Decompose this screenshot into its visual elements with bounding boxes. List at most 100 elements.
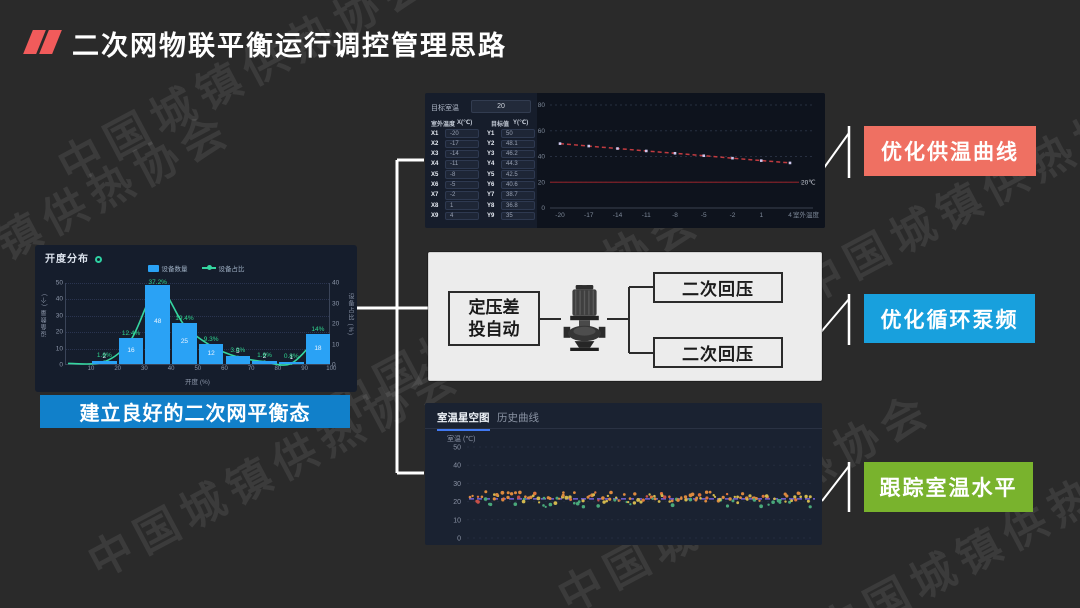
scatter-point bbox=[625, 500, 628, 504]
scatter-point bbox=[788, 500, 792, 504]
scatter-point bbox=[594, 491, 597, 494]
y-value-input[interactable]: 42.5 bbox=[501, 170, 535, 179]
y-value-input[interactable]: 40.6 bbox=[501, 180, 535, 190]
y-value-input[interactable]: 36.8 bbox=[501, 201, 535, 210]
scatter-point bbox=[697, 493, 702, 497]
scatter-point bbox=[629, 503, 632, 506]
svg-text:30: 30 bbox=[453, 481, 461, 488]
scatter-point bbox=[476, 500, 480, 504]
scatter-point bbox=[683, 495, 688, 499]
scatter-point bbox=[748, 494, 752, 498]
tab-history-curve[interactable]: 历史曲线 bbox=[497, 412, 539, 424]
bar-percent-label: 37.2% bbox=[148, 278, 167, 286]
scatter-point bbox=[581, 505, 586, 509]
scatter-point bbox=[605, 499, 608, 503]
pump-icon bbox=[563, 285, 606, 351]
scatter-point bbox=[808, 495, 812, 499]
y-value-input[interactable]: 50 bbox=[501, 129, 535, 138]
bar-percent-label: 12.4% bbox=[121, 329, 141, 337]
scatter-point bbox=[471, 494, 474, 498]
y-tick-right: 0 bbox=[332, 361, 336, 369]
scatter-point bbox=[733, 495, 736, 499]
scatter-point bbox=[588, 494, 591, 497]
balance-banner: 建立良好的二次网平衡态 bbox=[40, 395, 350, 428]
table-row: X9 4 Y9 35 bbox=[431, 211, 535, 221]
x-tick: 10 bbox=[87, 366, 95, 372]
x-value-input[interactable]: -20 bbox=[445, 129, 479, 138]
legend-item-bars[interactable]: 设备数量 bbox=[147, 263, 188, 273]
target-room-temp-input[interactable]: 20 bbox=[471, 100, 531, 113]
opening-distribution-panel: 开度分布 设备数量 设备占比 0 10 20 30 40 50 0 10 20 30 40 10 20 3… bbox=[35, 245, 357, 392]
scatter-point bbox=[548, 502, 553, 507]
svg-text:室温 (℃): 室温 (℃) bbox=[447, 434, 475, 443]
secondary-return-pressure-box-top: 二次回压 bbox=[653, 272, 783, 303]
y-value-input[interactable]: 38.7 bbox=[501, 191, 535, 200]
y-tick-right: 40 bbox=[332, 279, 340, 287]
x-value-input[interactable]: -17 bbox=[445, 139, 479, 149]
scatter-point bbox=[509, 492, 514, 496]
histogram-bar bbox=[145, 285, 171, 364]
table-row: X4 -11 Y4 44.3 bbox=[431, 160, 535, 169]
bar-value-label: 5 bbox=[236, 347, 240, 355]
scatter-point bbox=[573, 501, 576, 505]
svg-text:50: 50 bbox=[453, 445, 461, 452]
svg-text:10: 10 bbox=[453, 517, 461, 524]
scatter-point bbox=[632, 501, 637, 505]
scatter-point bbox=[778, 500, 782, 504]
x-axis-title: 开度 (%) bbox=[185, 379, 210, 386]
x-value-input[interactable]: -5 bbox=[445, 180, 479, 190]
scatter-point bbox=[555, 496, 559, 500]
x-row-label: X3 bbox=[431, 151, 439, 158]
scatter-point bbox=[561, 493, 565, 498]
scatter-point bbox=[633, 492, 637, 496]
x-value-input[interactable]: -8 bbox=[445, 170, 479, 179]
y-tick-left: 20 bbox=[55, 328, 63, 336]
x-value-input[interactable]: 1 bbox=[445, 201, 479, 210]
bar-percent-label: 1.6% bbox=[257, 351, 272, 359]
curve-chart-background bbox=[537, 93, 825, 228]
histogram-bar bbox=[305, 334, 331, 364]
svg-text:-20: -20 bbox=[555, 212, 565, 219]
svg-text:-17: -17 bbox=[584, 212, 594, 219]
y-value-input[interactable]: 46.2 bbox=[501, 149, 535, 159]
legend-item-line[interactable]: 设备占比 bbox=[201, 263, 245, 273]
scatter-point bbox=[521, 499, 526, 504]
y-value-input[interactable]: 35 bbox=[501, 211, 535, 221]
y-value-input[interactable]: 48.1 bbox=[501, 139, 535, 149]
scatter-point bbox=[676, 498, 680, 502]
gridline bbox=[66, 315, 329, 317]
scatter-point bbox=[694, 498, 698, 502]
scatter-point bbox=[670, 499, 674, 503]
x-row-label: X5 bbox=[431, 171, 439, 178]
scatter-point bbox=[660, 494, 664, 498]
xy-table-header: 室外温度 X(℃) 目标值 Y(℃) bbox=[431, 120, 529, 128]
scatter-point bbox=[480, 495, 484, 499]
scatter-point bbox=[725, 504, 730, 508]
target-room-temp-label: 目标室温 bbox=[431, 105, 459, 112]
y-value-input[interactable]: 44.3 bbox=[501, 160, 535, 169]
scatter-point bbox=[615, 496, 618, 499]
scatter-point bbox=[601, 496, 605, 500]
legend-line-icon bbox=[201, 265, 216, 270]
y-tick-left: 50 bbox=[55, 279, 63, 287]
x-tick: 80 bbox=[274, 366, 282, 372]
scatter-point bbox=[562, 491, 565, 494]
scatter-point bbox=[736, 495, 739, 499]
x-value-input[interactable]: -11 bbox=[445, 160, 479, 169]
bar-value-label: 2 bbox=[262, 352, 267, 360]
scatter-point bbox=[759, 504, 763, 509]
histogram-bar bbox=[172, 323, 197, 364]
tab-room-temp-starmap[interactable]: 室温星空图 bbox=[437, 412, 490, 431]
scatter-point bbox=[704, 490, 709, 494]
x-value-input[interactable]: -14 bbox=[445, 149, 479, 159]
x-value-input[interactable]: 4 bbox=[445, 211, 479, 221]
scatter-point bbox=[538, 501, 541, 504]
x-value-input[interactable]: -2 bbox=[445, 191, 479, 200]
scatter-point bbox=[668, 500, 671, 503]
scatter-point bbox=[806, 499, 810, 503]
scatter-point bbox=[725, 492, 729, 496]
diagram-connector-lines bbox=[540, 286, 653, 354]
scatter-point bbox=[784, 500, 787, 503]
histogram-bar bbox=[225, 355, 251, 364]
svg-text:1: 1 bbox=[759, 212, 763, 219]
